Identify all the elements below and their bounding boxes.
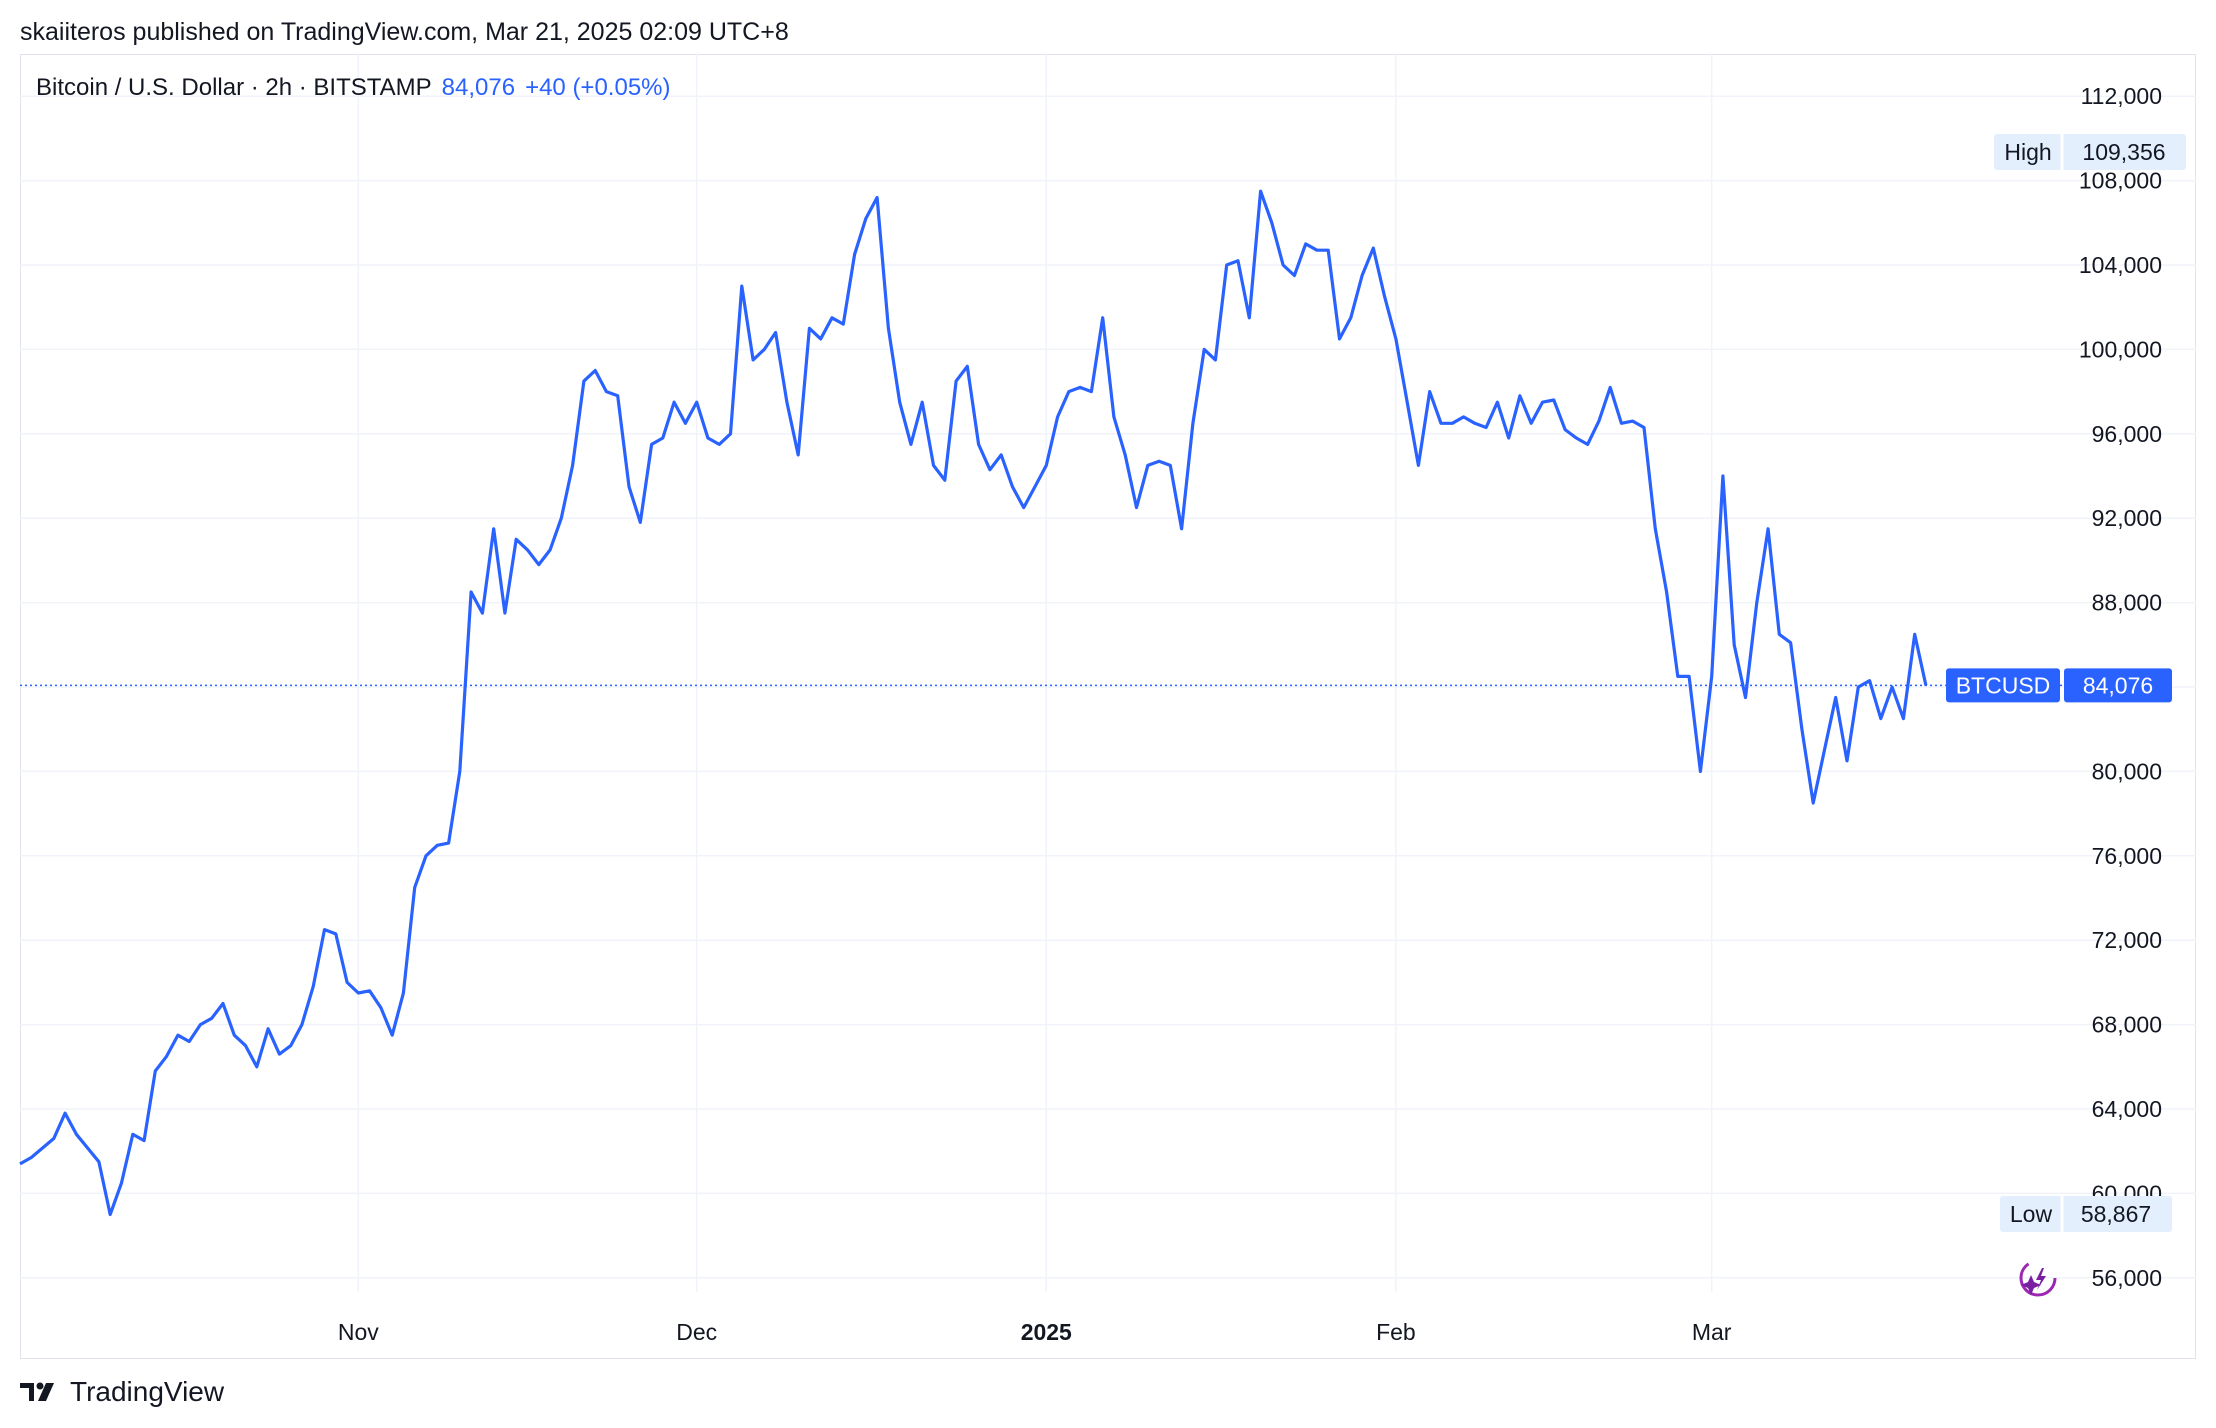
x-tick-label: Mar bbox=[1692, 1319, 1732, 1345]
y-tick-label: 72,000 bbox=[2092, 927, 2162, 953]
y-tick-label: 112,000 bbox=[2081, 83, 2162, 109]
legend-last-price: 84,076 bbox=[441, 74, 516, 101]
y-tick-label: 64,000 bbox=[2092, 1096, 2162, 1122]
x-tick-label: 2025 bbox=[1021, 1319, 1072, 1345]
chart-frame bbox=[20, 54, 2196, 1359]
y-tick-label: 88,000 bbox=[2092, 590, 2162, 616]
published-by-line: skaiiteros published on TradingView.com,… bbox=[20, 18, 789, 46]
x-axis: Nov Dec 2025 Feb Mar bbox=[338, 1319, 1732, 1345]
low-label: Low bbox=[2010, 1201, 2053, 1227]
sparkle-icon[interactable] bbox=[2019, 1259, 2057, 1297]
y-tick-label: 96,000 bbox=[2092, 421, 2162, 447]
ticker-label: BTCUSD bbox=[1956, 672, 2051, 698]
symbol-legend[interactable]: Bitcoin / U.S. Dollar · 2h · BITSTAMP 84,… bbox=[36, 74, 671, 102]
x-tick-label: Dec bbox=[676, 1319, 717, 1345]
x-tick-label: Nov bbox=[338, 1319, 379, 1345]
brand-name: TradingView bbox=[70, 1376, 225, 1407]
y-tick-label: 104,000 bbox=[2079, 252, 2162, 278]
tradingview-brand[interactable]: TradingView bbox=[20, 1376, 224, 1408]
y-tick-label: 80,000 bbox=[2092, 758, 2162, 784]
ticker-price: 84,076 bbox=[2083, 672, 2153, 698]
high-label: High bbox=[2004, 139, 2051, 165]
legend-change: +40 (+0.05%) bbox=[525, 74, 671, 101]
y-tick-label: 92,000 bbox=[2092, 505, 2162, 531]
low-value: 58,867 bbox=[2081, 1201, 2151, 1227]
y-tick-label: 68,000 bbox=[2092, 1012, 2162, 1038]
grid-lines bbox=[20, 54, 2196, 1292]
high-value: 109,356 bbox=[2082, 139, 2165, 165]
tradingview-logo-icon bbox=[20, 1382, 54, 1401]
high-badge: High 109,356 bbox=[1994, 134, 2186, 170]
y-tick-label: 100,000 bbox=[2079, 336, 2162, 362]
btcusd-price-line bbox=[19, 189, 1928, 1217]
y-tick-label: 76,000 bbox=[2092, 843, 2162, 869]
last-price-badge: BTCUSD 84,076 bbox=[1946, 668, 2172, 703]
y-tick-label: 108,000 bbox=[2079, 168, 2162, 194]
x-tick-label: Feb bbox=[1376, 1319, 1416, 1345]
symbol-description: Bitcoin / U.S. Dollar · 2h · BITSTAMP bbox=[36, 74, 432, 101]
y-tick-label: 56,000 bbox=[2092, 1265, 2162, 1291]
low-badge: Low 58,867 bbox=[2000, 1196, 2172, 1232]
